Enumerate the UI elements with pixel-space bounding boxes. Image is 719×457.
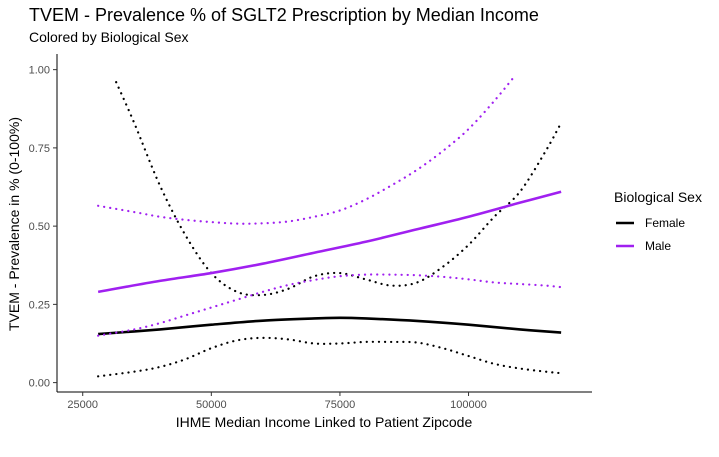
legend-label-male: Male [645, 239, 671, 253]
y-tick-label: 0.50 [29, 221, 50, 233]
legend-label-female: Female [645, 216, 685, 230]
axes: 25000 50000 75000 100000 0.00 0.25 0.50 0.75 1.0… [29, 54, 592, 411]
y-tick-label: 1.00 [29, 65, 50, 77]
legend-title: Biological Sex [614, 189, 702, 205]
x-tick-label: 25000 [67, 399, 98, 411]
series-male-lower-bound [97, 273, 563, 337]
series-female-upper-bound [115, 81, 563, 297]
series-male-estimate [97, 190, 562, 294]
series-female-lower-bound [97, 336, 563, 378]
x-axis-title: IHME Median Income Linked to Patient Zip… [176, 414, 473, 430]
x-tick-label: 75000 [325, 399, 356, 411]
y-tick-label: 0.75 [29, 143, 50, 155]
series-female-estimate [98, 316, 562, 336]
series-male-upper-bound [97, 74, 516, 225]
y-tick-label: 0.25 [29, 299, 50, 311]
x-tick-label: 50000 [196, 399, 227, 411]
chart-title: TVEM - Prevalence % of SGLT2 Prescriptio… [29, 5, 539, 25]
y-tick-label: 0.00 [29, 378, 50, 390]
x-tick-label: 100000 [450, 399, 487, 411]
chart-subtitle: Colored by Biological Sex [29, 29, 189, 45]
legend: Biological Sex Female Male [614, 189, 702, 253]
plot-area [97, 74, 563, 378]
y-axis-title: TVEM - Prevalence in % (0-100%) [6, 117, 22, 331]
